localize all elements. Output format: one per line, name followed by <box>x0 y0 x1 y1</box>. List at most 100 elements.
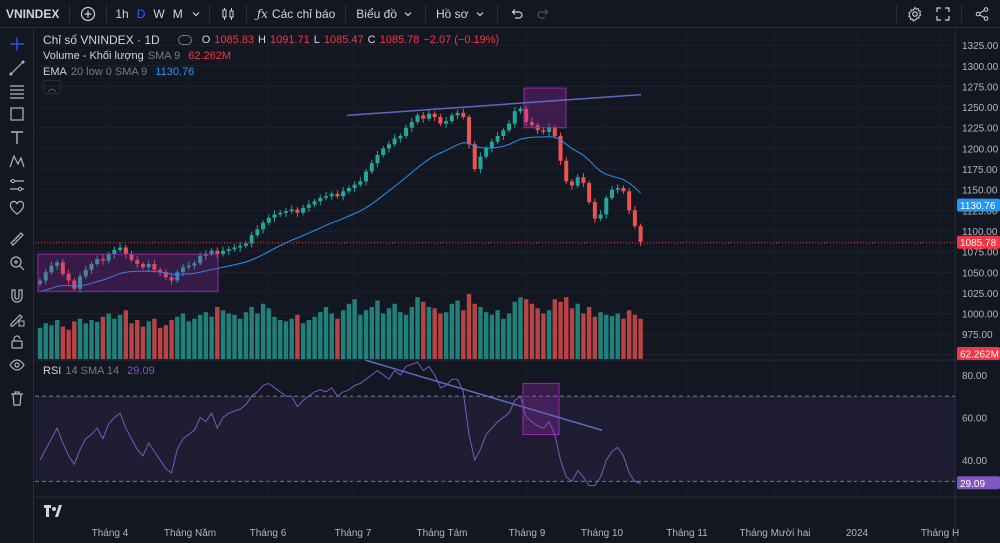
volume-bar <box>77 318 83 359</box>
low-label: L <box>313 34 320 46</box>
volume-bar <box>426 307 432 359</box>
time-tick-label: Tháng Năm <box>164 528 216 539</box>
volume-bar <box>197 314 203 359</box>
candle-body <box>352 184 357 189</box>
volume-bar <box>146 321 151 359</box>
redo-button[interactable] <box>530 0 558 28</box>
tradingview-logo[interactable] <box>44 505 62 520</box>
ema-price-tag-bg <box>957 198 1000 212</box>
hide-drawings-tool[interactable] <box>5 354 29 376</box>
volume-bar <box>483 312 489 359</box>
symbol-search[interactable]: VNINDEX <box>0 0 65 28</box>
settings-button[interactable] <box>901 0 929 28</box>
open-label: O <box>201 34 211 46</box>
candle-body <box>203 254 208 256</box>
low-value: 1085.47 <box>323 34 364 46</box>
candle-body <box>426 113 431 119</box>
candle-body <box>632 210 637 227</box>
fullscreen-button[interactable] <box>929 0 957 28</box>
interval-label: W <box>153 6 165 21</box>
volume-bar <box>352 299 357 359</box>
close-label: C <box>367 34 376 46</box>
candle-body <box>106 254 111 261</box>
candle-body <box>392 138 397 145</box>
volume-bar <box>489 314 495 359</box>
undo-icon <box>511 8 523 19</box>
crosshair-icon <box>10 37 24 51</box>
chart-layout-label: Biểu đồ <box>356 6 397 21</box>
volume-bar <box>346 303 352 359</box>
compare-symbol-button[interactable] <box>74 0 102 28</box>
candle-body <box>78 276 83 289</box>
stay-in-drawing-tool[interactable] <box>5 308 29 330</box>
ema-legend[interactable]: EMA 20 low 0 SMA 9 1130.76 <box>43 66 194 78</box>
candle-body <box>564 160 569 182</box>
chart-layout-button[interactable]: Biểu đồ <box>350 0 421 28</box>
candle-body <box>112 249 117 255</box>
chart-type-button[interactable] <box>214 0 242 28</box>
interval-1h[interactable]: 1h <box>111 0 132 28</box>
lock-all-tool[interactable] <box>5 331 29 353</box>
candle-body <box>129 254 134 260</box>
candle-body <box>369 163 374 172</box>
volume-bar <box>49 325 54 359</box>
candle-body <box>421 115 426 119</box>
candle-body <box>627 191 632 211</box>
remove-drawings-tool[interactable] <box>5 387 29 409</box>
interval-label: D <box>136 6 146 21</box>
trendline-tool[interactable] <box>5 57 29 79</box>
candle-body <box>89 264 94 270</box>
candle-body <box>541 130 546 132</box>
rsi-legend[interactable]: RSI 14 SMA 14 29.09 <box>43 365 155 377</box>
volume-bar <box>209 316 214 359</box>
indicators-button[interactable]: ƒx Các chỉ báo <box>251 0 342 28</box>
price-tick-label: 1225.00 <box>962 124 999 135</box>
text-tool[interactable] <box>5 127 29 149</box>
last-price-tag-bg <box>957 235 1000 249</box>
crosshair-tool[interactable] <box>5 33 29 55</box>
interval-dropdown[interactable] <box>187 0 205 28</box>
volume-bar <box>215 307 220 359</box>
volume-bar <box>186 321 191 359</box>
volume-legend[interactable]: Volume - Khối lượng SMA 9 62.262M <box>43 50 231 62</box>
candle-body <box>55 262 60 266</box>
function-icon: ƒx <box>256 6 268 21</box>
volume-bar <box>260 303 266 359</box>
candle-body <box>552 127 557 136</box>
ema-value: 1130.76 <box>155 66 195 78</box>
magnet-tool[interactable] <box>5 285 29 307</box>
volume-bar <box>512 301 517 359</box>
share-button[interactable] <box>966 0 1000 28</box>
chart-area[interactable]: 1325.00 1300.00 1275.00 1250.00 1225.00 1200.… <box>35 29 1000 543</box>
favorites-tool[interactable] <box>5 197 29 219</box>
undo-button[interactable] <box>502 0 530 28</box>
volume-bar <box>592 316 598 359</box>
collapse-legend-button[interactable]: ︿ <box>43 80 61 94</box>
pattern-tool[interactable] <box>5 150 29 172</box>
divider <box>208 4 210 23</box>
close-value: 1085.78 <box>379 34 420 46</box>
volume-bar <box>409 307 414 359</box>
price-chart[interactable]: 1325.00 1300.00 1275.00 1250.00 1225.00 1200.… <box>35 29 1000 543</box>
measure-tool[interactable] <box>5 228 29 250</box>
rectangle-tool[interactable] <box>5 103 29 125</box>
rsi-tag-bg <box>957 476 1000 490</box>
candle-body <box>95 259 100 265</box>
time-tick-label: Tháng 6 <box>250 528 287 539</box>
zoom-tool[interactable] <box>5 252 29 274</box>
fib-tool[interactable] <box>5 80 29 102</box>
ruler-icon <box>10 232 24 246</box>
profile-button[interactable]: Hồ sơ <box>430 0 493 28</box>
divider <box>496 4 498 23</box>
interval-d[interactable]: D <box>133 0 150 28</box>
interval-w[interactable]: W <box>149 0 168 28</box>
lock-icon <box>11 335 23 349</box>
candle-body <box>524 108 529 122</box>
interval-m[interactable]: M <box>169 0 187 28</box>
candle-body <box>575 177 580 186</box>
forecast-tool[interactable] <box>5 174 29 196</box>
profile-label: Hồ sơ <box>436 6 469 21</box>
candle-body <box>638 226 643 242</box>
rectangle-icon <box>10 107 24 121</box>
volume-bar <box>203 312 209 359</box>
